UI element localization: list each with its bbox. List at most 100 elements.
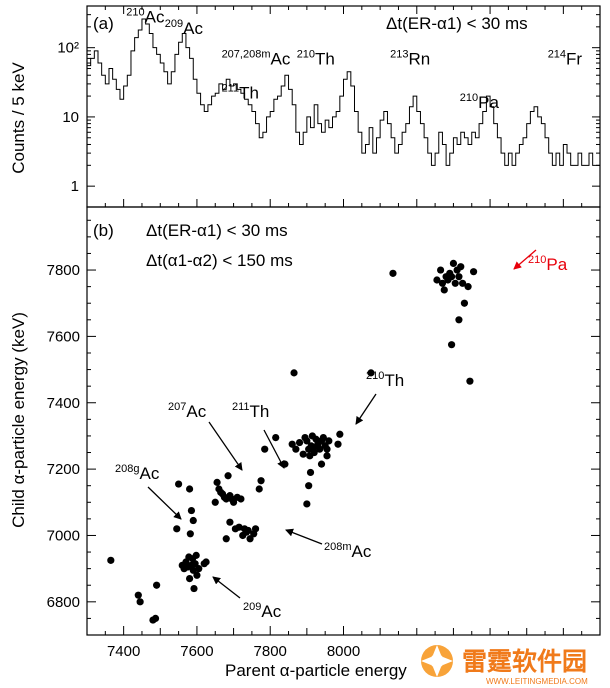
scatter-point bbox=[134, 591, 142, 599]
scatter-point bbox=[290, 369, 298, 377]
panel-b-ytick-label: 7000 bbox=[47, 527, 80, 544]
scatter-point bbox=[319, 433, 327, 442]
panel-b-scatter: (b) Δt(ER-α1) < 30 ms Δt(α1-α2) < 150 ms… bbox=[9, 206, 601, 680]
scatter-point bbox=[190, 584, 198, 593]
scatter-point bbox=[464, 283, 472, 291]
scatter-point bbox=[323, 445, 331, 453]
panel-a-label: (a) bbox=[93, 14, 114, 33]
scatter-point bbox=[299, 450, 307, 458]
scatter-point bbox=[191, 560, 199, 568]
panel-a-peak-label: 214Fr bbox=[548, 48, 583, 68]
scatter-point bbox=[449, 259, 458, 268]
panel-b-cut-label-1: Δt(ER-α1) < 30 ms bbox=[146, 221, 288, 240]
panel-a-ytick-label: 10² bbox=[57, 40, 79, 57]
scatter-point bbox=[437, 266, 445, 274]
panel-b-xtick-label: 8000 bbox=[327, 643, 360, 660]
panel-b-nuclide-label: 210Pa bbox=[528, 254, 568, 274]
panel-b-cut-label-2: Δt(α1-α2) < 150 ms bbox=[146, 251, 293, 270]
watermark-title: 雷霆软件园 bbox=[462, 648, 587, 676]
panel-a-peak-label: 211Th bbox=[222, 83, 259, 103]
panel-b-x-axis-label: Parent α-particle energy bbox=[225, 661, 407, 680]
scatter-point bbox=[323, 452, 331, 460]
watermark-logo: 雷霆软件园 WWW.LEITINGMEDIA.COM bbox=[410, 636, 610, 688]
scatter-point bbox=[261, 445, 269, 453]
panel-a-peak-label: 213Rn bbox=[390, 48, 430, 68]
scatter-point bbox=[186, 574, 194, 583]
scatter-point bbox=[336, 430, 344, 438]
scatter-point bbox=[244, 526, 252, 535]
panel-b-arrow bbox=[147, 486, 182, 520]
scatter-point bbox=[316, 445, 324, 453]
panel-b-annotations: 210Pa 210Th 207Ac 211Th 208gAc 208mAc 209Ac bbox=[115, 249, 568, 621]
panel-b-nuclide-label: 208gAc bbox=[115, 463, 160, 483]
scatter-point bbox=[189, 566, 197, 574]
panel-b-ytick-label: 6800 bbox=[47, 594, 80, 611]
panel-a-cut-label: Δt(ER-α1) < 30 ms bbox=[386, 14, 528, 33]
scatter-point bbox=[107, 556, 115, 564]
panel-b-points bbox=[107, 259, 478, 624]
scatter-point bbox=[151, 614, 160, 623]
scatter-point bbox=[334, 440, 342, 448]
scatter-point bbox=[153, 581, 161, 589]
panel-b-y-axis-label: Child α-particle energy (keV) bbox=[9, 312, 28, 528]
panel-b-nuclide-label: 209Ac bbox=[243, 601, 282, 621]
scatter-point bbox=[303, 437, 311, 445]
scatter-point bbox=[310, 448, 318, 457]
scatter-point bbox=[175, 480, 183, 488]
scatter-point bbox=[455, 316, 463, 324]
scatter-point bbox=[226, 518, 234, 526]
scatter-point bbox=[367, 369, 375, 377]
scatter-point bbox=[466, 377, 474, 385]
panel-b-arrow bbox=[285, 528, 323, 545]
scatter-point bbox=[251, 525, 260, 533]
scatter-point bbox=[187, 506, 196, 515]
scatter-point bbox=[136, 598, 144, 606]
panel-a-ytick-label: 10 bbox=[62, 109, 79, 126]
scatter-point bbox=[303, 500, 311, 508]
scatter-point bbox=[288, 440, 296, 448]
panel-b-nuclide-label: 207Ac bbox=[168, 401, 207, 421]
scatter-point bbox=[224, 472, 232, 480]
scatter-point bbox=[317, 460, 326, 468]
panel-a-ytick-label: 1 bbox=[71, 178, 79, 195]
panel-b-ytick-label: 7800 bbox=[47, 262, 80, 279]
scatter-point bbox=[438, 279, 447, 287]
scatter-point bbox=[195, 565, 203, 573]
panel-b-xtick-label: 7400 bbox=[107, 643, 140, 660]
panel-a-peak-label: 210Pa bbox=[460, 92, 500, 112]
scatter-point bbox=[189, 516, 197, 525]
panel-a-peak-label: 207,208mAc bbox=[222, 48, 291, 68]
scatter-point bbox=[433, 276, 441, 284]
scatter-point bbox=[237, 495, 245, 503]
scatter-point bbox=[458, 279, 467, 287]
scatter-point bbox=[213, 478, 221, 486]
scatter-point bbox=[193, 571, 201, 579]
panel-a-peak-label: 210Ac bbox=[126, 6, 165, 26]
panel-b-label: (b) bbox=[93, 221, 114, 240]
scatter-point bbox=[222, 535, 230, 543]
panel-b-ytick-label: 7600 bbox=[47, 328, 80, 345]
panel-a-spectrum: (a) Δt(ER-α1) < 30 ms Counts / 5 keV 1 10… bbox=[9, 5, 601, 208]
scatter-point bbox=[292, 445, 300, 453]
panel-b-nuclide-label: 211Th bbox=[232, 401, 269, 421]
scatter-point bbox=[202, 558, 210, 566]
scatter-point bbox=[455, 273, 463, 281]
scatter-point bbox=[440, 286, 448, 294]
panel-a-histogram bbox=[87, 18, 600, 166]
watermark-logo-icon bbox=[421, 645, 453, 677]
panel-a-frame bbox=[86, 5, 601, 208]
scatter-point bbox=[469, 268, 478, 276]
panel-b-arrow bbox=[208, 421, 243, 471]
scatter-point bbox=[447, 273, 456, 281]
scatter-point bbox=[186, 530, 194, 538]
scatter-point bbox=[325, 437, 333, 445]
scatter-point bbox=[457, 263, 465, 271]
panel-a-ticks: 1 10 10² bbox=[57, 6, 600, 207]
panel-a-y-axis-label: Counts / 5 keV bbox=[9, 62, 28, 174]
watermark-url: WWW.LEITINGMEDIA.COM bbox=[486, 677, 588, 686]
panel-b-arrow bbox=[212, 576, 241, 599]
panel-b-xtick-label: 7800 bbox=[254, 643, 287, 660]
panel-b-ytick-label: 7400 bbox=[47, 395, 80, 412]
panel-b-arrow bbox=[263, 429, 285, 469]
